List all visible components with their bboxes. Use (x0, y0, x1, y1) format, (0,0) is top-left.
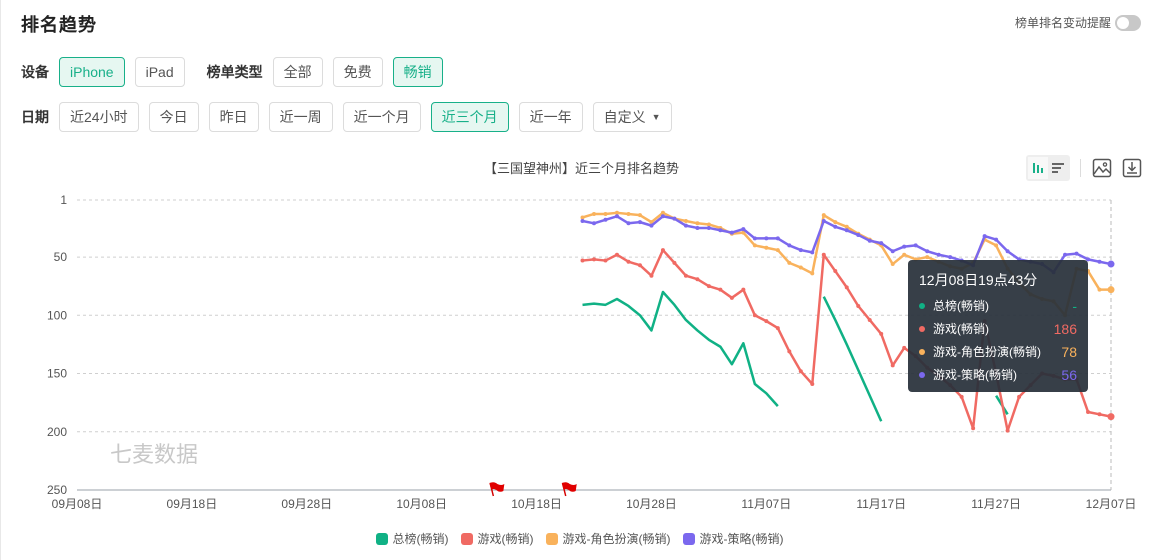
svg-text:11月27日: 11月27日 (971, 497, 1021, 511)
red-flag-icon[interactable] (561, 482, 577, 497)
svg-text:09月08日: 09月08日 (52, 497, 103, 511)
legend-label: 游戏-策略(畅销) (699, 532, 784, 546)
svg-text:200: 200 (47, 425, 67, 439)
date-option-today[interactable]: 今日 (148, 102, 199, 132)
chart-view-switch (1026, 155, 1070, 181)
svg-text:11月07日: 11月07日 (741, 497, 791, 511)
toggle-knob (1117, 16, 1129, 29)
filter-row-date: 日期 近24小时 今日 昨日 近一周 近一个月 近三个月 近一年 自定义 ▼ (21, 102, 682, 132)
date-option-custom-dropdown[interactable]: 自定义 ▼ (592, 102, 672, 132)
device-label: 设备 (21, 64, 49, 80)
rank-alert-toggle[interactable] (1115, 14, 1141, 31)
svg-text:11月17日: 11月17日 (856, 497, 906, 511)
legend-label: 游戏-角色扮演(畅销) (562, 532, 671, 546)
page-left-border (0, 0, 1, 560)
chart-type-grossing[interactable]: 畅销 (392, 57, 443, 87)
svg-text:250: 250 (47, 483, 67, 497)
list-icon[interactable] (1048, 157, 1068, 179)
tooltip-series-value: 56 (1061, 366, 1077, 383)
svg-text:50: 50 (54, 250, 68, 264)
svg-text:09月28日: 09月28日 (281, 497, 332, 511)
chart-type-free[interactable]: 免费 (332, 57, 383, 87)
legend-item-overall[interactable]: 总榜(畅销) (375, 530, 449, 547)
bar-chart-icon[interactable] (1028, 157, 1048, 179)
tooltip-row: 游戏-角色扮演(畅销) 78 (919, 340, 1077, 363)
tooltip-row: 游戏(畅销) 186 (919, 317, 1077, 340)
legend-item-games[interactable]: 游戏(畅销) (460, 530, 534, 547)
date-option-24h[interactable]: 近24小时 (59, 102, 139, 132)
custom-label: 自定义 (603, 109, 646, 125)
tooltip-series-value: - (1072, 297, 1077, 314)
tooltip-series-name: 游戏-策略(畅销) (933, 368, 1017, 382)
series-dot-icon (919, 302, 925, 309)
tooltip-series-value: 78 (1061, 343, 1077, 360)
filter-row-device-type: 设备 iPhone iPad 榜单类型 全部 免费 畅销 (21, 57, 453, 87)
svg-text:1: 1 (60, 193, 67, 207)
chart-title: 【三国望神州】近三个月排名趋势 (483, 161, 679, 176)
svg-text:100: 100 (47, 308, 67, 322)
rank-alert-setting: 榜单排名变动提醒 (1015, 14, 1141, 31)
svg-text:150: 150 (47, 367, 67, 381)
tooltip-row: 游戏-策略(畅销) 56 (919, 363, 1077, 386)
tooltip-series-value: 186 (1053, 320, 1077, 337)
page-title: 排名趋势 (21, 15, 97, 35)
image-export-icon[interactable] (1091, 157, 1113, 179)
legend-item-strategy[interactable]: 游戏-策略(畅销) (682, 530, 784, 547)
svg-text:七麦数据: 七麦数据 (110, 443, 198, 468)
svg-text:10月18日: 10月18日 (511, 497, 562, 511)
download-icon[interactable] (1121, 157, 1143, 179)
tooltip-series-name: 总榜(畅销) (933, 299, 989, 313)
chart-tooltip: 12月08日19点43分 总榜(畅销) - 游戏(畅销) 186 游戏-角色扮演(畅… (908, 260, 1088, 392)
chart-type-label: 榜单类型 (206, 64, 263, 80)
tooltip-row: 总榜(畅销) - (919, 294, 1077, 317)
date-label: 日期 (21, 109, 49, 125)
svg-text:12月07日: 12月07日 (1086, 497, 1137, 511)
date-option-yesterday[interactable]: 昨日 (208, 102, 259, 132)
svg-text:10月28日: 10月28日 (626, 497, 677, 511)
date-option-month[interactable]: 近一个月 (342, 102, 421, 132)
legend-label: 总榜(畅销) (392, 532, 449, 546)
tooltip-series-name: 游戏(畅销) (933, 322, 989, 336)
svg-text:10月08日: 10月08日 (396, 497, 447, 511)
chart-type-all[interactable]: 全部 (272, 57, 323, 87)
rank-alert-label: 榜单排名变动提醒 (1014, 16, 1111, 30)
caret-down-icon: ▼ (651, 112, 661, 122)
chart-legend: 总榜(畅销) 游戏(畅销) 游戏-角色扮演(畅销) 游戏-策略(畅销) (0, 530, 1159, 547)
date-option-year[interactable]: 近一年 (518, 102, 583, 132)
red-flag-icon[interactable] (489, 482, 505, 497)
legend-swatch (460, 532, 473, 545)
chart-toolbar (1026, 155, 1143, 181)
svg-text:09月18日: 09月18日 (167, 497, 218, 511)
toolbar-divider (1080, 159, 1081, 177)
legend-item-rpg[interactable]: 游戏-角色扮演(畅销) (545, 530, 671, 547)
series-dot-icon (919, 348, 925, 355)
tooltip-title: 12月08日19点43分 (919, 272, 1038, 288)
series-dot-icon (919, 371, 925, 378)
date-option-3months[interactable]: 近三个月 (430, 102, 509, 132)
legend-label: 游戏(畅销) (477, 532, 534, 546)
date-option-week[interactable]: 近一周 (268, 102, 333, 132)
legend-swatch (682, 532, 695, 545)
device-option-iphone[interactable]: iPhone (59, 57, 125, 87)
tooltip-series-name: 游戏-角色扮演(畅销) (933, 345, 1041, 359)
series-dot-icon (919, 325, 925, 332)
legend-swatch (375, 532, 388, 545)
device-option-ipad[interactable]: iPad (134, 57, 185, 87)
legend-swatch (545, 532, 558, 545)
